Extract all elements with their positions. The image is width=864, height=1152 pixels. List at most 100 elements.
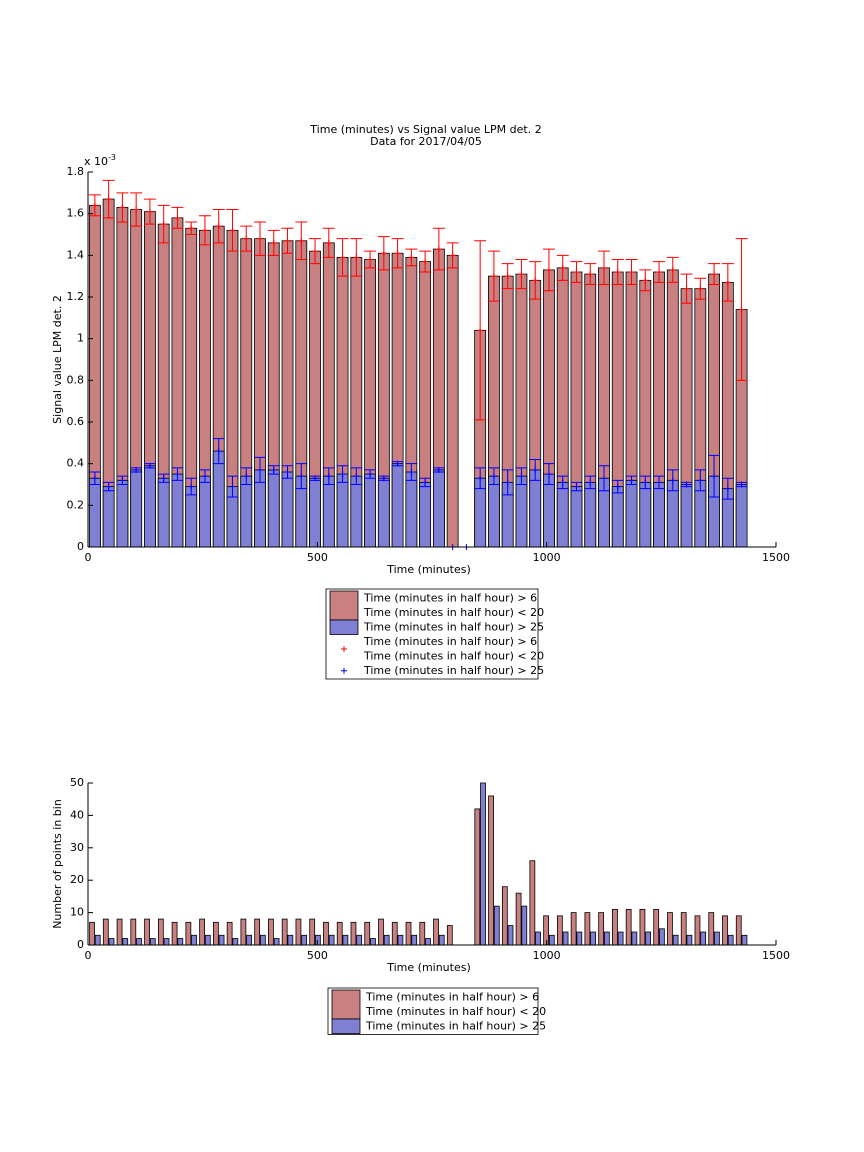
error-marker: [601, 264, 607, 271]
bar: [727, 934, 734, 946]
bar: [612, 908, 618, 946]
bar: [598, 912, 605, 946]
bar: [741, 934, 748, 946]
bar: [309, 918, 316, 946]
bar: [287, 934, 294, 946]
bar: [370, 938, 376, 946]
bar: [653, 482, 665, 548]
bar: [157, 477, 170, 548]
error-marker: [353, 254, 360, 261]
bar: [576, 931, 583, 946]
y-tick-label: 0.6: [67, 415, 85, 428]
error-marker: [339, 471, 346, 478]
y-multiplier-exponent: -3: [108, 153, 116, 162]
bar: [493, 905, 500, 946]
legend-label: Time (minutes in half hour) < 20: [363, 606, 544, 619]
legend-label: Time (minutes in half hour) > 25: [365, 1019, 546, 1032]
bar: [548, 934, 555, 946]
error-marker: [738, 306, 745, 313]
legend-box: [327, 987, 539, 1035]
bar: [432, 469, 445, 548]
bar: [322, 475, 335, 548]
error-marker: [243, 235, 250, 242]
bar: [529, 469, 542, 548]
bar: [603, 931, 610, 946]
bar: [708, 912, 715, 946]
y-multiplier-base: x 10: [84, 155, 108, 168]
bar: [667, 912, 673, 946]
error-marker: [312, 248, 319, 255]
bar: [350, 921, 357, 946]
bar: [144, 465, 156, 548]
error-marker: [545, 471, 552, 478]
error-marker: [490, 273, 497, 280]
error-marker: [284, 237, 291, 244]
bar: [700, 931, 707, 946]
y-axis-label: Signal value LPM det. 2: [51, 295, 64, 424]
bar: [309, 477, 321, 548]
error-marker: [353, 473, 360, 480]
error-marker: [119, 204, 126, 211]
error-marker: [229, 227, 236, 234]
y-tick-label: 1.4: [67, 248, 85, 261]
legend-marker: [341, 667, 347, 674]
bar: [645, 931, 652, 946]
error-marker: [160, 475, 167, 482]
bar: [364, 921, 371, 946]
bar: [267, 469, 280, 548]
error-marker: [394, 460, 401, 467]
bar: [590, 931, 596, 946]
bar: [177, 938, 184, 946]
error-marker: [587, 271, 594, 278]
error-marker: [270, 466, 277, 473]
error-marker: [724, 485, 731, 492]
bar: [350, 475, 363, 548]
bar: [433, 918, 439, 946]
error-marker: [532, 277, 539, 284]
error-marker: [545, 266, 552, 273]
legend-label: Time (minutes in half hour) > 25: [363, 620, 544, 633]
error-marker: [408, 254, 415, 261]
bar: [584, 912, 591, 946]
bar: [226, 921, 233, 946]
bar: [336, 921, 343, 946]
bar: [116, 918, 123, 946]
error-marker: [435, 466, 442, 473]
error-marker: [367, 256, 374, 263]
error-marker: [229, 483, 236, 490]
bar: [659, 928, 665, 946]
y-tick-label: 20: [70, 873, 84, 886]
bar: [240, 475, 253, 548]
bar: [562, 931, 569, 946]
bar: [108, 938, 115, 946]
bar: [204, 934, 211, 946]
legend-label: Time (minutes in half hour) > 6: [363, 635, 537, 648]
bar: [446, 925, 453, 946]
bar: [218, 934, 225, 946]
bar: [556, 482, 569, 548]
legend-label: Time (minutes in half hour) < 20: [365, 1005, 546, 1018]
bar: [102, 918, 109, 946]
legend-swatch: [331, 1018, 361, 1034]
error-marker: [601, 475, 607, 482]
bar: [625, 908, 632, 946]
bar: [116, 479, 129, 548]
bar: [446, 254, 459, 548]
bar: [378, 918, 384, 946]
x-tick-label: 500: [307, 949, 328, 962]
bar: [397, 934, 404, 946]
bar: [323, 921, 329, 946]
error-marker: [642, 277, 649, 284]
bar: [185, 486, 198, 548]
error-marker: [174, 471, 181, 478]
error-marker: [573, 483, 580, 490]
legend-swatch: [329, 590, 359, 621]
y-tick-label: 0: [77, 938, 84, 951]
error-marker: [243, 473, 250, 480]
error-marker: [160, 221, 167, 228]
bar: [543, 915, 549, 946]
error-marker: [518, 473, 525, 480]
y-tick-label: 40: [70, 808, 84, 821]
bar: [94, 934, 101, 946]
